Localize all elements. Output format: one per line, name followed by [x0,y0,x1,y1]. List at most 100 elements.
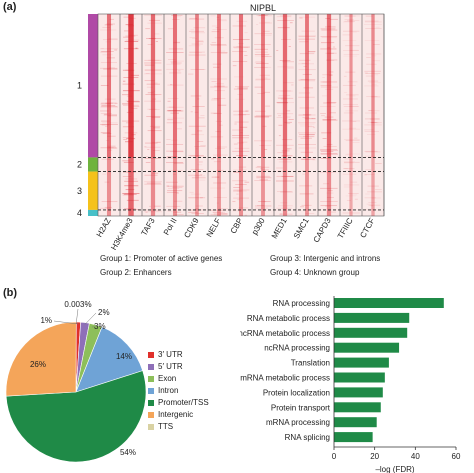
bar-rna-metabolic-process [334,312,410,323]
heatmap-track-cbp [232,14,253,217]
group-bar-3 [88,171,98,210]
pie-legend-label: 5′ UTR [158,362,183,371]
group-number-labels: 1 2 3 4 [77,81,82,218]
bar-label-protein-transport: Protein transport [271,403,331,412]
track-label-h3k4me3: H3K4me3 [109,216,135,250]
bar-x-axis-label: –log (FDR) [375,465,414,473]
bar-chart: RNA processing RNA metabolic process ncRNA… [240,296,461,473]
pie-label--utr: 2% [98,308,110,317]
pie-legend-item: Exon [148,373,176,384]
pie-legend-label: TTS [158,422,174,431]
panel-a-label: (a) [3,1,17,13]
bar-label-mrna-metabolic-process: mRNA metabolic process [240,374,330,383]
group-legend: Group 1: Promoter of active genes Group … [0,252,474,286]
pie-label-exon: 3% [94,322,106,331]
bar-rna-splicing [334,432,373,443]
bar-x-tick-label: 20 [370,452,379,461]
group-legend-3: Group 3: Intergenic and introns [270,254,381,263]
bar-protein-localization [334,387,383,398]
bar-x-tick-label: 40 [411,452,420,461]
pie-slice-promoter-tss [5,370,147,463]
heatmap-track-pol-ii [166,14,187,216]
bar-label-ncrna-metabolic-process: ncRNA metabolic process [240,329,330,338]
pie-legend-item: Intron [148,385,178,396]
pie-legend-label: Intergenic [158,410,194,419]
bar-x-tick-label: 0 [332,452,337,461]
pie-legend-item: Intergenic [148,409,193,420]
pie-label-intergenic: 26% [30,360,46,369]
pie-legend-item: TTS [148,421,173,432]
group-number-4: 4 [77,208,82,218]
bar-translation [334,357,389,368]
group-bar-2 [88,157,98,172]
group-legend-4: Group 4: Unknown group [270,268,360,277]
pie-legend-swatch [148,411,154,418]
bar-label-protein-localization: Protein localization [263,388,330,397]
track-label-pol-ii: Pol II [162,217,179,237]
group-bar-4 [88,209,98,216]
heatmap-track-h2az [100,14,121,216]
pie-chart: 1% 2% 3% 14% 54% 26% 0.003% [5,300,147,463]
bar-label-rna-metabolic-process: RNA metabolic process [247,314,330,323]
track-label-capd3: CAPD3 [312,216,333,244]
group-number-2: 2 [77,159,82,169]
track-label-ctcf: CTCF [358,216,377,239]
bar-mrna-processing [334,417,377,428]
heatmap-track-cdk9 [188,14,209,216]
bar-x-tick-label: 60 [452,452,461,461]
pie-legend-label: Exon [158,374,177,383]
pie-legend-item: Promoter/TSS [148,397,209,408]
pie-legend-swatch [148,423,154,430]
heatmap-title: NIPBL [250,3,277,13]
bar-label-rna-processing: RNA processing [273,299,330,308]
pie-legend-swatch [148,399,154,406]
track-label-smc1: SMC1 [292,216,311,240]
pie-legend-swatch [148,387,154,394]
bar-ncrna-metabolic-process [334,327,408,338]
group-number-1: 1 [77,81,82,91]
bar-mrna-metabolic-process [334,372,385,383]
heatmap-track-med1 [276,14,297,216]
heatmap-track-nelf [210,14,231,216]
track-label-p300: p300 [250,216,267,236]
bar-label-translation: Translation [291,359,330,368]
track-label-med1: MED1 [270,216,289,240]
pie-legend-swatch [148,363,154,370]
track-label-taf3: TAF3 [139,216,157,237]
bar-label-mrna-processing: mRNA processing [266,418,330,427]
heatmap-track-smc1 [298,14,319,216]
bar-ncrna-processing [334,342,400,353]
pie-label-intron: 14% [116,352,132,361]
group-number-3: 3 [77,186,82,196]
group-color-bar [88,14,98,216]
heatmap-track-p300 [254,14,275,216]
pie-label--utr: 1% [40,316,52,325]
group-legend-1: Group 1: Promoter of active genes [100,254,223,263]
pie-legend-label: 3′ UTR [158,350,183,359]
heatmap-border [97,13,385,217]
pie-label-promoter-tss: 54% [120,448,136,457]
track-label-tfiiic: TFIIIC [336,216,355,240]
pie-label-tts: 0.003% [64,300,91,309]
bar-label-ncrna-processing: ncRNA processing [264,344,330,353]
track-label-h2az: H2AZ [95,216,113,238]
bar-protein-transport [334,402,381,413]
pie-legend: 3′ UTR 5′ UTR Exon Intron Promoter/TSS Interg… [148,349,238,439]
heatmap-track-capd3 [320,14,341,216]
pie-legend-label: Promoter/TSS [158,398,209,407]
bar-label-rna-splicing: RNA splicing [285,433,330,442]
track-label-cdk9: CDK9 [182,216,201,239]
heatmap [97,13,385,217]
pie-legend-swatch [148,351,154,358]
track-label-cbp: CBP [229,217,245,236]
heatmap-track-taf3 [144,14,165,216]
pie-legend-swatch [148,375,154,382]
heatmap-track-tfiiic [342,14,363,216]
pie-legend-label: Intron [158,386,179,395]
group-legend-2: Group 2: Enhancers [100,268,172,277]
bar-rna-processing [334,298,444,308]
heatmap-track-h3k4me3 [122,14,143,216]
pie-legend-item: 3′ UTR [148,349,183,360]
